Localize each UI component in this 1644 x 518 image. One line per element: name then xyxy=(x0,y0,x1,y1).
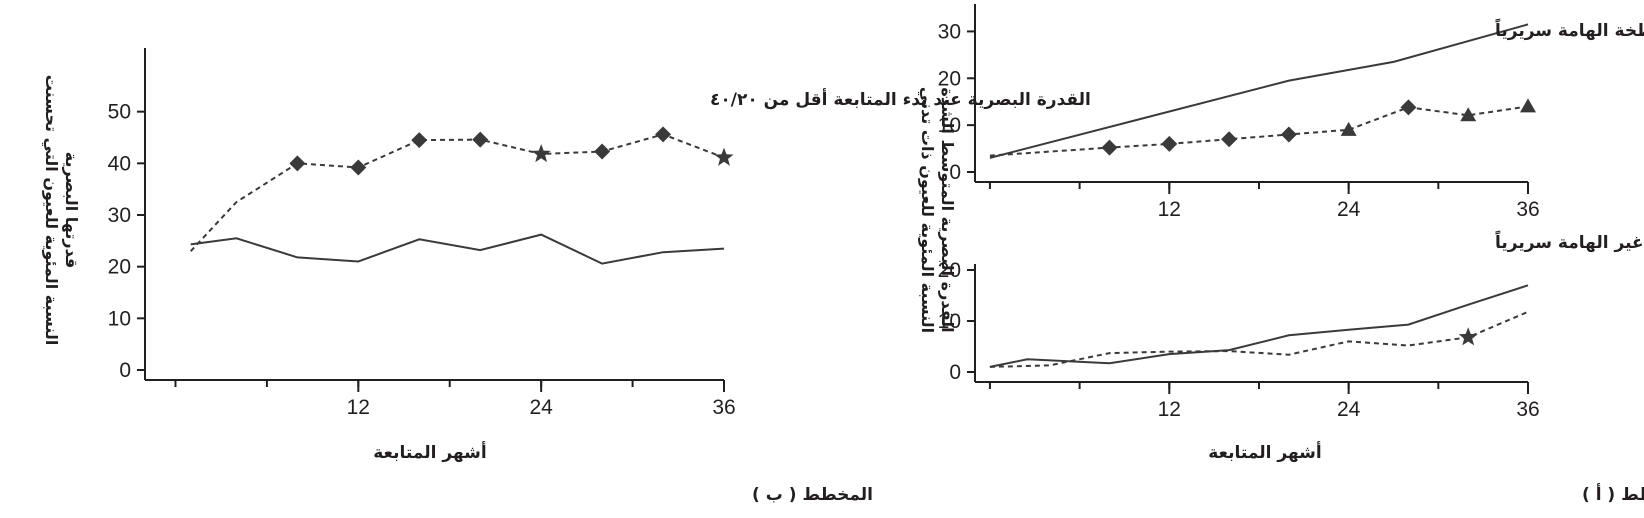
data-point-triangle xyxy=(1460,107,1477,122)
series-line-solid xyxy=(190,233,725,265)
chart-a-bottom-annotation: وذمة اللطخة غير الهامة سريرياً xyxy=(1495,229,1644,253)
data-point-star xyxy=(531,144,551,163)
chart-a-ylabel-line1: النسبة المئوية للعيون ذات تدني xyxy=(917,87,937,333)
data-point-diamond xyxy=(472,131,489,148)
y-tick-label: 20 xyxy=(938,259,961,282)
y-tick-label: 40 xyxy=(108,152,131,175)
chart-b-xlabel: أشهر المتابعة xyxy=(373,441,486,463)
chart-a-caption: المخطط ( أ ) xyxy=(1582,483,1644,505)
x-tick-label: 12 xyxy=(1158,198,1181,221)
x-tick-label: 36 xyxy=(1516,398,1539,421)
series-line-solid xyxy=(989,284,1529,368)
series-line-dashed xyxy=(989,310,1529,368)
data-point-triangle xyxy=(1520,98,1536,113)
data-point-diamond xyxy=(350,159,367,176)
y-tick-label: 30 xyxy=(938,20,961,43)
data-point-triangle xyxy=(1340,121,1357,136)
data-point-diamond xyxy=(411,132,428,149)
chart-a-bottom: 0 10 20 12 24 36 xyxy=(938,259,1540,421)
chart-b-ylabel: النسبة المئوية للعيون التي تحسنت قدرتها … xyxy=(41,75,81,346)
y-tick-label: 20 xyxy=(108,256,131,279)
series-line-solid xyxy=(989,23,1529,159)
data-point-diamond xyxy=(594,143,611,160)
chart-a-ylabel: النسبة المئوية للعيون ذات تدني القدرة ال… xyxy=(917,87,957,333)
x-tick-label: 24 xyxy=(529,396,553,419)
y-tick-label: 0 xyxy=(119,359,131,382)
y-tick-label: 20 xyxy=(938,67,961,90)
chart-a-top: 0 10 20 30 12 24 36 xyxy=(938,4,1540,221)
chart-b-caption: المخطط ( ب ) xyxy=(752,485,873,505)
y-tick-label: 10 xyxy=(938,114,961,137)
data-point-diamond xyxy=(1280,126,1297,143)
data-point-diamond xyxy=(1161,135,1178,152)
y-tick-label: 10 xyxy=(938,310,961,333)
y-tick-label: 0 xyxy=(949,361,961,384)
chart-a-xlabel: أشهر المتابعة xyxy=(1208,441,1321,463)
chart-b-annotation: القدرة البصرية عند بدء المتابعة أقل من ٤… xyxy=(710,88,1091,110)
data-point-star xyxy=(1458,327,1478,346)
x-tick-label: 12 xyxy=(347,396,370,419)
data-point-diamond xyxy=(289,155,306,172)
data-point-diamond xyxy=(1101,139,1118,156)
chart-b-ylabel-line2: قدرتها البصرية xyxy=(62,152,81,269)
x-tick-label: 24 xyxy=(1337,198,1361,221)
data-point-diamond xyxy=(1400,99,1417,116)
series-line-dashed xyxy=(189,133,725,252)
x-tick-label: 36 xyxy=(712,396,735,419)
chart-b: 0 10 20 30 40 50 12 24 36 xyxy=(108,48,736,419)
x-tick-label: 12 xyxy=(1158,398,1181,421)
data-point-star xyxy=(714,147,734,166)
data-point-diamond xyxy=(1221,131,1238,148)
chart-a-top-annotation: وذمة اللطخة الهامة سريرياً xyxy=(1495,17,1644,41)
series-line-dashed xyxy=(989,105,1529,157)
y-tick-label: 50 xyxy=(108,101,131,124)
chart-b-ylabel-line1: النسبة المئوية للعيون التي تحسنت xyxy=(41,75,61,346)
x-tick-label: 24 xyxy=(1337,398,1361,421)
x-tick-label: 36 xyxy=(1516,198,1539,221)
chart-a-ylabel-line2: القدرة البصرية المتوسط الشدة xyxy=(938,87,957,332)
y-tick-label: 30 xyxy=(108,204,131,227)
data-point-diamond xyxy=(655,126,672,143)
y-tick-label: 10 xyxy=(108,307,131,330)
y-tick-label: 0 xyxy=(949,161,961,184)
